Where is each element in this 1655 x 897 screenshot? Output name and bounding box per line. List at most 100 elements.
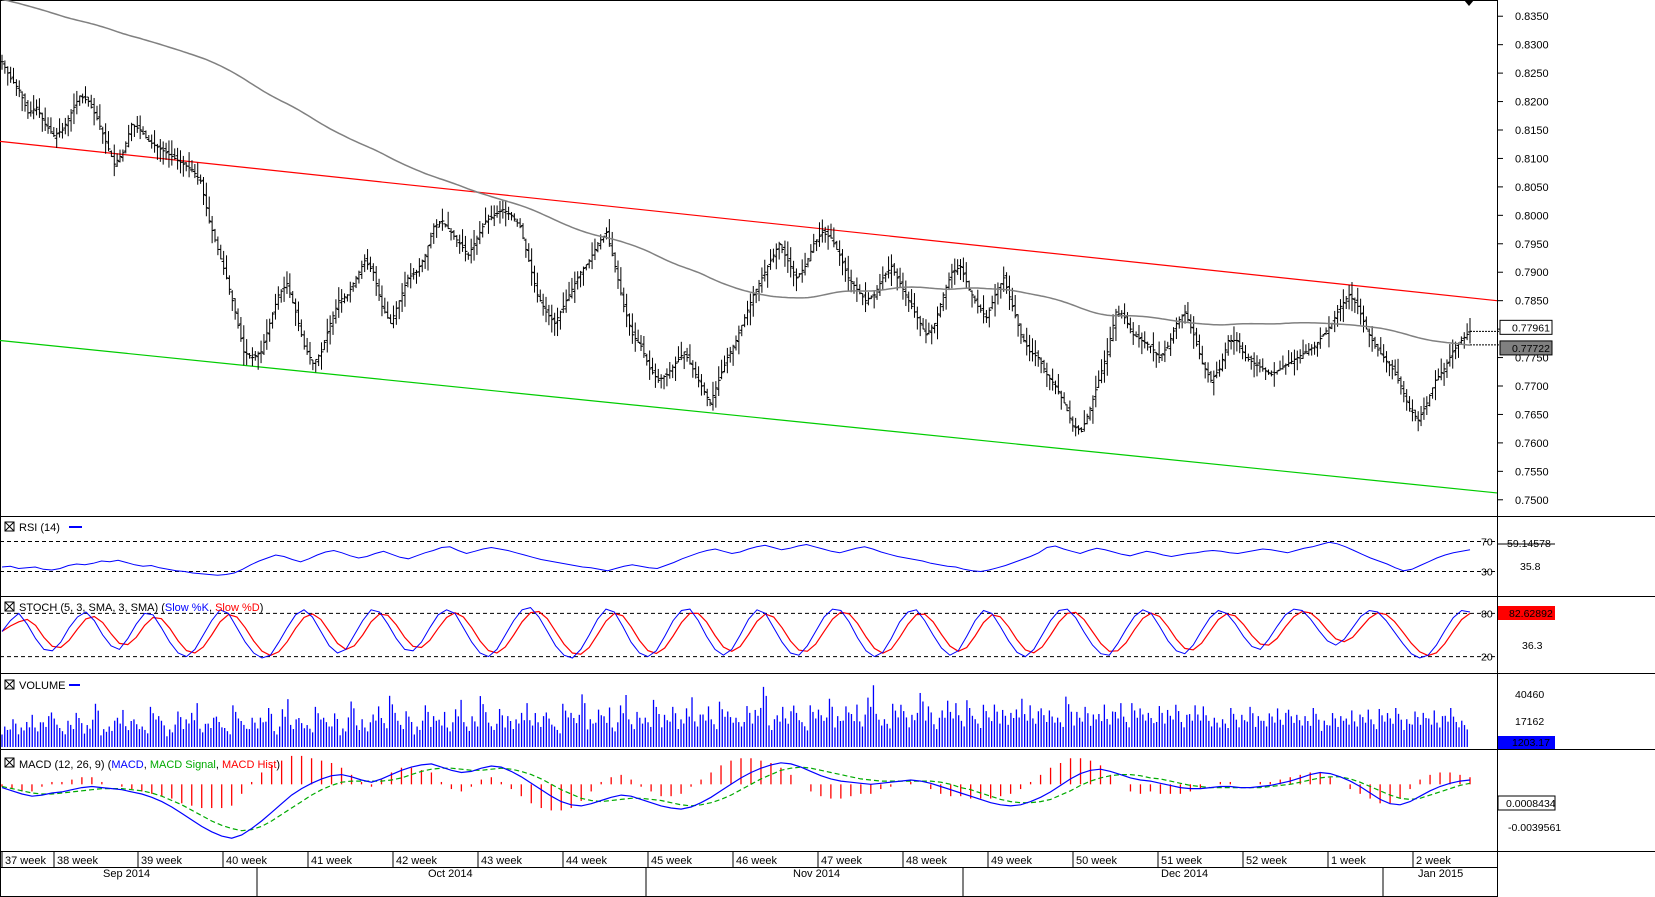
price-bar bbox=[1234, 332, 1239, 352]
price-bar bbox=[69, 109, 74, 132]
month-label: Nov 2014 bbox=[793, 868, 840, 880]
price-tick-label: 0.7900 bbox=[1515, 267, 1549, 279]
price-bar bbox=[987, 307, 992, 328]
price-bar bbox=[923, 319, 928, 344]
price-bar bbox=[1093, 375, 1098, 408]
price-bar bbox=[1439, 358, 1444, 381]
price-bar bbox=[66, 115, 71, 137]
price-bar bbox=[794, 268, 799, 292]
price-bar bbox=[682, 351, 687, 370]
volume-axis-tick: 17162 bbox=[1515, 716, 1544, 728]
macd-close-box-icon[interactable] bbox=[4, 757, 15, 768]
price-bar bbox=[40, 112, 45, 132]
price-bar bbox=[1341, 289, 1346, 323]
price-bar bbox=[1010, 287, 1015, 312]
price-bar bbox=[236, 308, 241, 329]
month-label: Sep 2014 bbox=[103, 868, 150, 880]
support-trendline bbox=[0, 339, 1498, 494]
price-bar bbox=[492, 205, 497, 227]
stoch-value-box bbox=[1498, 606, 1555, 620]
price-bar bbox=[820, 219, 825, 243]
volume-close-box-icon[interactable] bbox=[4, 679, 15, 690]
price-bar bbox=[1154, 351, 1159, 368]
price-bar bbox=[805, 257, 810, 268]
price-bar bbox=[359, 260, 364, 279]
price-bar bbox=[696, 366, 701, 388]
price-bar bbox=[754, 288, 759, 304]
price-bar bbox=[955, 259, 960, 275]
price-bar bbox=[486, 214, 491, 234]
scroll-marker-icon[interactable] bbox=[1464, 0, 1474, 6]
price-bar bbox=[650, 357, 655, 375]
price-bar bbox=[1381, 344, 1386, 363]
price-bar bbox=[1335, 305, 1340, 327]
price-tags: 0.77961 0.77722 bbox=[1470, 319, 1553, 356]
price-bar bbox=[1427, 394, 1432, 407]
price-bar bbox=[1263, 367, 1268, 380]
price-bar bbox=[1142, 331, 1147, 349]
price-bar bbox=[195, 162, 200, 185]
price-bar bbox=[391, 305, 396, 329]
price-bar bbox=[849, 269, 854, 293]
stoch-label: STOCH (5, 3, SMA, 3, SMA) bbox=[19, 602, 158, 614]
price-bar bbox=[1041, 359, 1046, 374]
price-bar bbox=[189, 160, 194, 173]
price-bar bbox=[935, 306, 940, 340]
price-bar bbox=[138, 115, 143, 140]
price-tick-label: 0.8350 bbox=[1515, 11, 1549, 23]
price-bar bbox=[921, 318, 926, 330]
price-bar bbox=[627, 313, 632, 336]
price-bar bbox=[745, 300, 750, 326]
price-bar bbox=[762, 259, 767, 282]
price-bar bbox=[71, 93, 76, 125]
price-bar bbox=[247, 353, 252, 359]
price-bar bbox=[500, 199, 505, 219]
price-bar bbox=[866, 292, 871, 306]
price-bar bbox=[449, 228, 454, 241]
rsi-close-box-icon[interactable] bbox=[4, 521, 15, 532]
price-bar bbox=[112, 144, 117, 177]
price-bar bbox=[1298, 349, 1303, 364]
week-label: 51 week bbox=[1161, 855, 1202, 867]
price-bar bbox=[1453, 341, 1458, 360]
price-bar bbox=[1289, 352, 1294, 365]
x-axis: 37 week 38 week 39 week 40 week 41 week 42 we… bbox=[1, 852, 1463, 897]
price-bar bbox=[181, 155, 186, 177]
price-bar bbox=[264, 319, 269, 350]
price-bar bbox=[1105, 338, 1110, 376]
price-bar bbox=[1136, 325, 1141, 348]
stoch-close-box-icon[interactable] bbox=[4, 601, 15, 612]
price-bar bbox=[43, 107, 48, 132]
price-bar bbox=[708, 398, 713, 407]
price-bar bbox=[981, 295, 986, 324]
price-bar bbox=[932, 322, 937, 334]
price-bar bbox=[489, 205, 494, 221]
price-bar bbox=[1378, 337, 1383, 355]
price-bar bbox=[1384, 351, 1389, 373]
price-bar bbox=[325, 318, 330, 353]
stoch-k-legend: Slow %K bbox=[165, 602, 210, 614]
price-bar bbox=[89, 94, 94, 109]
price-bar bbox=[1039, 357, 1044, 374]
price-bar bbox=[1240, 342, 1245, 360]
price-bar bbox=[1162, 340, 1167, 363]
price-bar bbox=[774, 243, 779, 270]
price-bar bbox=[143, 130, 148, 139]
price-bar bbox=[83, 86, 88, 104]
price-bar bbox=[1188, 314, 1193, 334]
price-bar bbox=[1416, 411, 1421, 432]
macd-signal-line bbox=[1, 766, 1471, 832]
stoch-axis-tick: 36.3 bbox=[1522, 640, 1543, 652]
price-bar bbox=[175, 147, 180, 170]
price-bar bbox=[607, 219, 612, 247]
price-bar bbox=[1413, 409, 1418, 422]
price-bar bbox=[1361, 305, 1366, 333]
price-bar bbox=[230, 290, 235, 312]
rsi-line bbox=[1, 541, 1471, 576]
price-bar bbox=[1036, 350, 1041, 367]
rsi-panel: 70 30 35.8 59.14578 bbox=[0, 537, 1555, 579]
price-bar bbox=[1318, 327, 1323, 349]
price-bar bbox=[768, 249, 773, 270]
price-bar bbox=[374, 266, 379, 296]
price-bar bbox=[918, 315, 923, 337]
